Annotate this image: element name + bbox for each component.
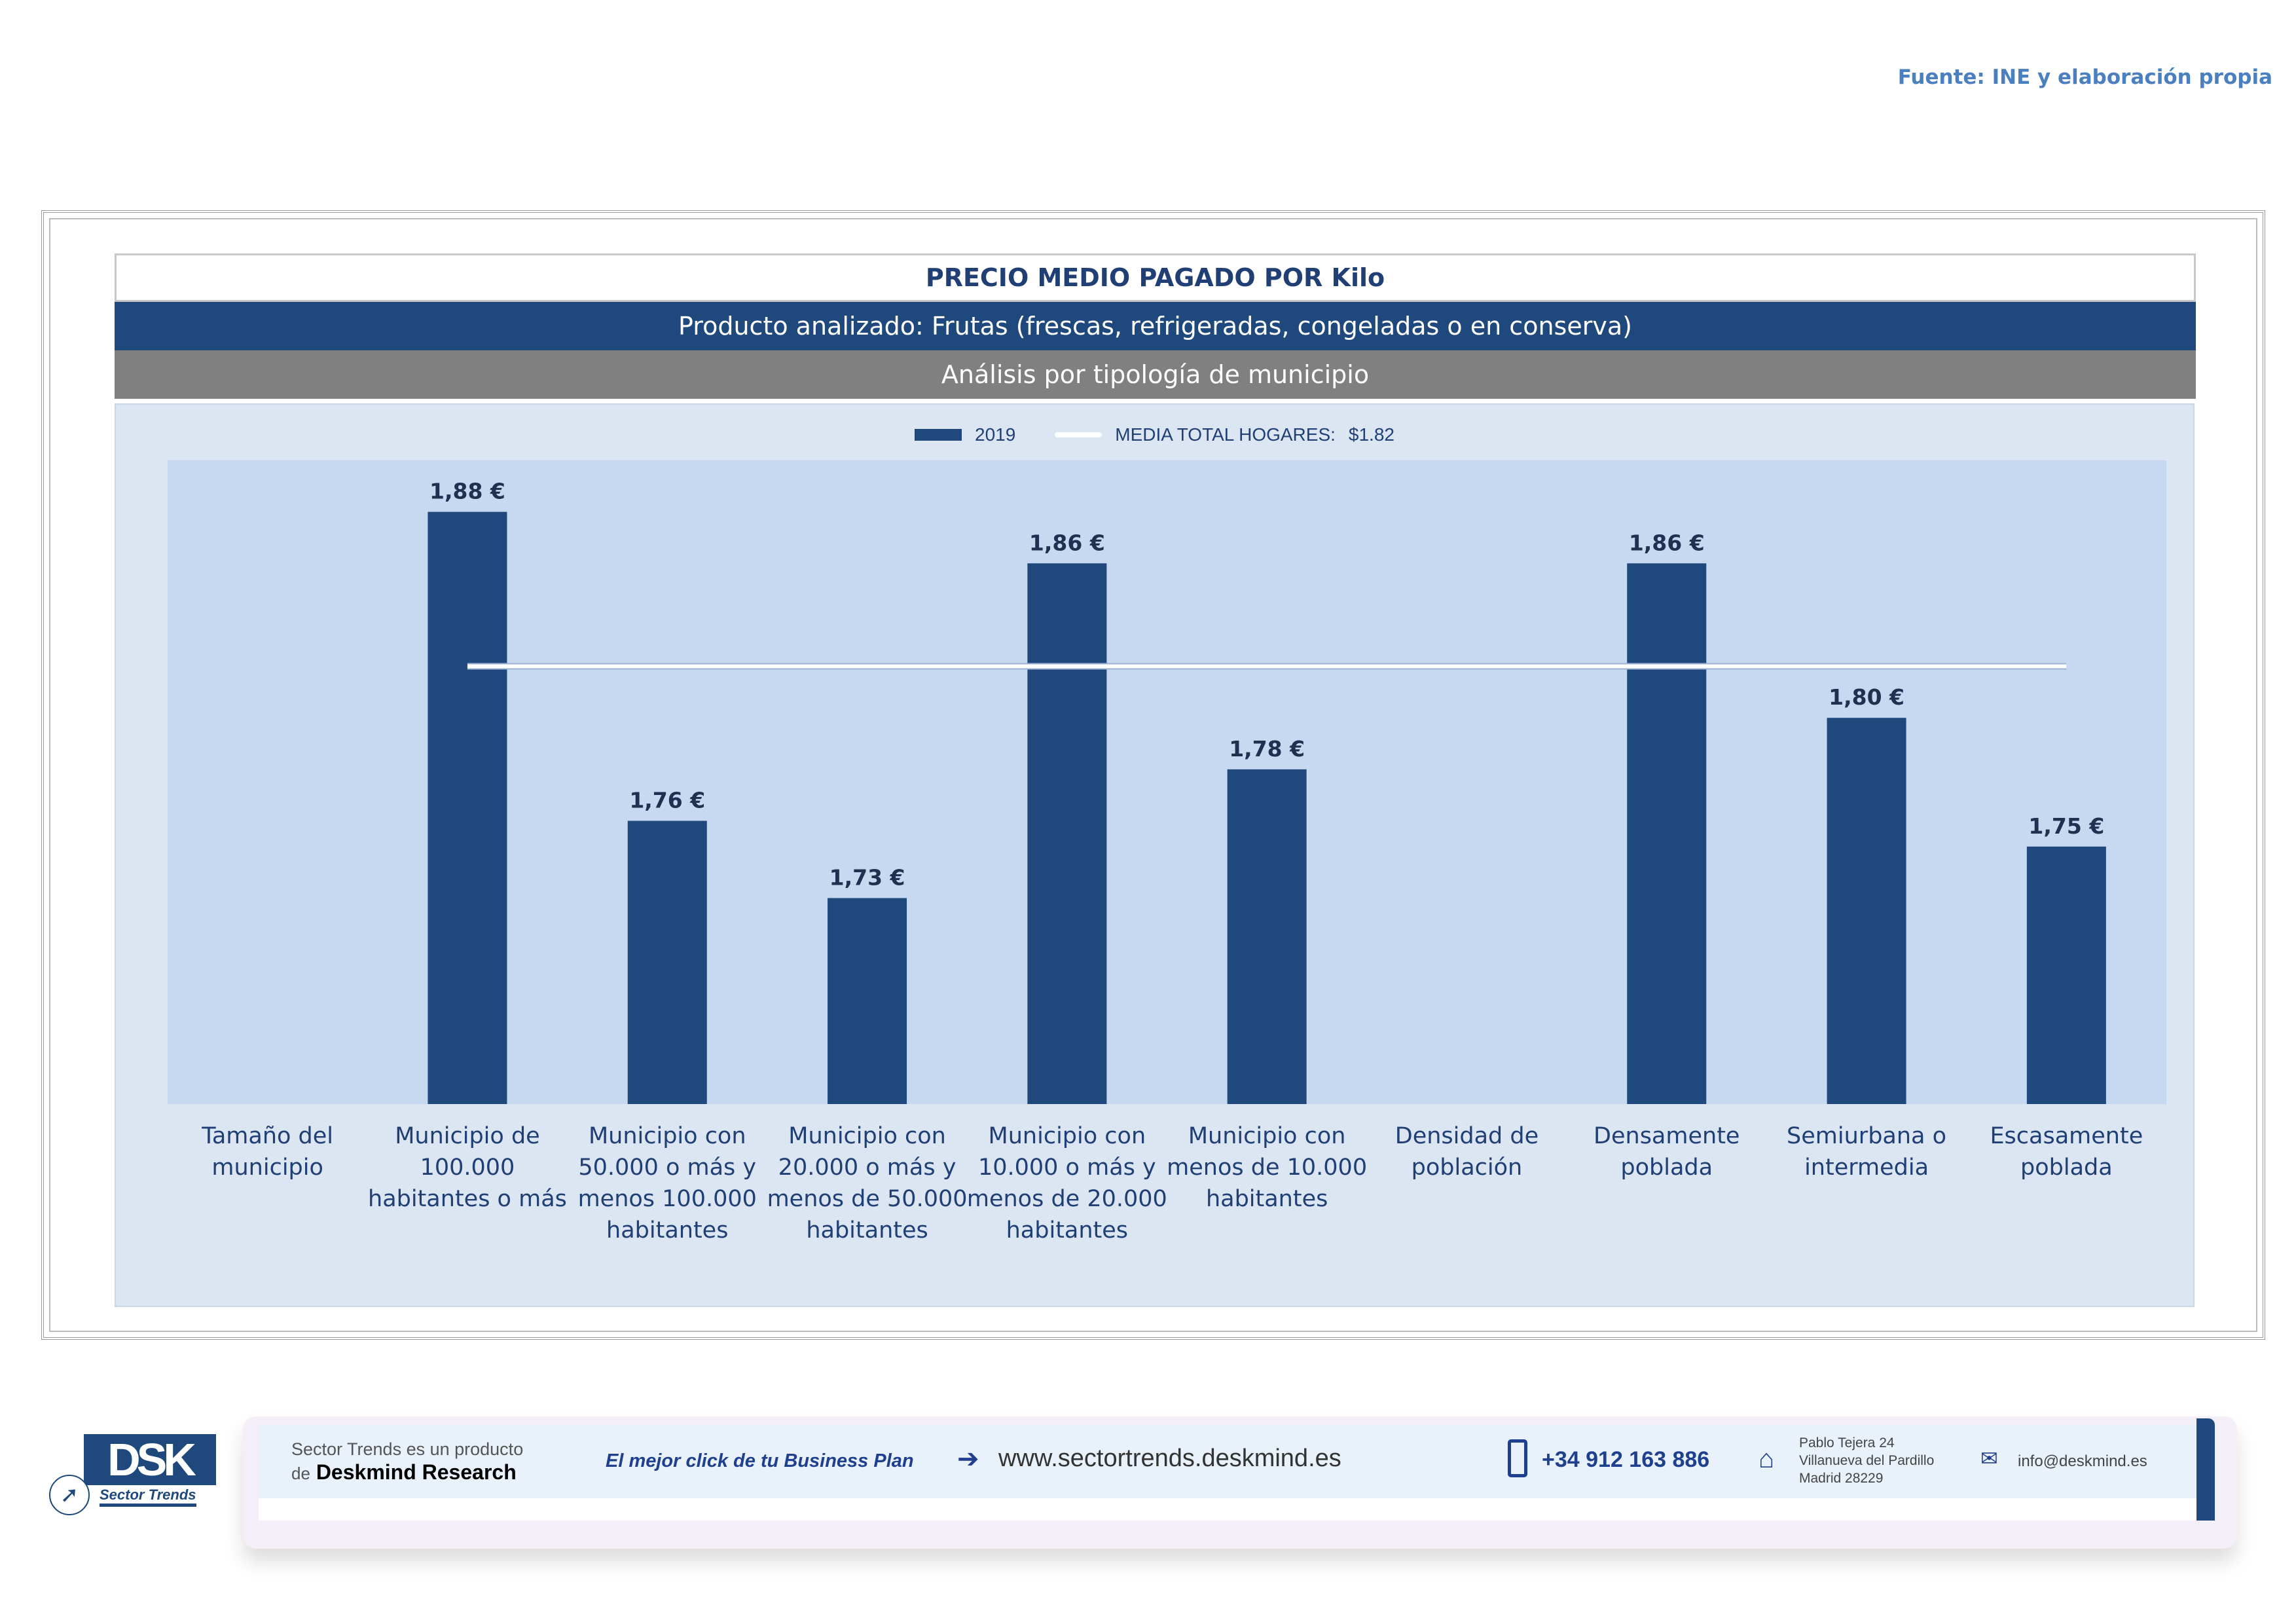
bar xyxy=(1227,769,1307,1104)
legend-swatch-mean xyxy=(1055,432,1102,437)
bar-chart: Tamaño del municipio 1,88 € Municipio de 100… xyxy=(168,460,2166,1244)
legend-label-2019: 2019 xyxy=(975,424,1016,445)
bar xyxy=(2026,846,2106,1104)
phone-icon xyxy=(1508,1439,1527,1477)
x-tick-label: Densamente poblada xyxy=(1594,1123,1740,1181)
footer-band xyxy=(259,1425,2196,1498)
data-label: 1,86 € xyxy=(1629,530,1705,555)
bar xyxy=(1827,718,1906,1104)
chart-title: PRECIO MEDIO PAGADO POR Kilo xyxy=(115,253,2196,302)
data-label: 1,88 € xyxy=(429,479,505,504)
legend: 2019 MEDIA TOTAL HOGARES: $1.82 xyxy=(116,424,2193,445)
x-tick-label: Municipio con menos de 10.000 habitantes xyxy=(1167,1123,1367,1212)
product-banner: Producto analizado: Frutas (frescas, ref… xyxy=(115,302,2196,350)
x-tick-label: Municipio con 20.000 o más y menos de 50.0… xyxy=(767,1123,968,1244)
home-icon: ⌂ xyxy=(1758,1445,1775,1473)
login-icon: ➔ xyxy=(957,1445,979,1473)
slogan: El mejor click de tu Business Plan xyxy=(606,1450,914,1471)
legend-label-mean: MEDIA TOTAL HOGARES: xyxy=(1115,424,1336,445)
website-link[interactable]: www.sectortrends.deskmind.es xyxy=(998,1445,1341,1472)
data-label: 1,80 € xyxy=(1829,684,1904,710)
x-tick-label: Tamaño del municipio xyxy=(201,1123,333,1181)
chart-frame xyxy=(41,210,2265,1340)
chart-area: 2019 MEDIA TOTAL HOGARES: $1.82 Tamaño d… xyxy=(115,403,2195,1307)
footer-band-edge xyxy=(2196,1418,2215,1521)
x-tick-label: Municipio de 100.000 habitantes o más xyxy=(368,1123,567,1212)
data-label: 1,78 € xyxy=(1229,736,1305,762)
bar xyxy=(1627,563,1707,1104)
bar xyxy=(1027,563,1107,1104)
address-line: Pablo Tejera 24 xyxy=(1799,1435,1895,1450)
analysis-banner: Análisis por tipología de municipio xyxy=(115,350,2196,399)
address-line: Villanueva del Pardillo xyxy=(1799,1453,1935,1468)
data-label: 1,76 € xyxy=(629,787,705,813)
legend-swatch-2019 xyxy=(915,429,962,441)
footer-band-white xyxy=(259,1498,2196,1521)
bar xyxy=(828,898,907,1104)
x-tick-label: Densidad de población xyxy=(1395,1123,1539,1181)
tagline-1: Sector Trends es un producto xyxy=(291,1439,524,1459)
arrow-icon: ➚ xyxy=(49,1475,90,1515)
bar xyxy=(627,821,707,1104)
mail-icon: ✉ xyxy=(1980,1447,1998,1470)
legend-value-mean: $1.82 xyxy=(1348,424,1394,445)
bar xyxy=(428,511,507,1104)
x-tick-label: Municipio con 50.000 o más y menos 100.000… xyxy=(578,1123,757,1244)
phone-number: +34 912 163 886 xyxy=(1542,1447,1710,1472)
tagline-prefix: de xyxy=(291,1464,310,1483)
tagline-brand: Deskmind Research xyxy=(316,1460,517,1484)
data-label: 1,86 € xyxy=(1029,530,1105,555)
data-label: 1,73 € xyxy=(829,864,905,890)
x-tick-label: Municipio con 10.000 o más y menos de 20.0… xyxy=(967,1123,1167,1244)
source-note: Fuente: INE y elaboración propia xyxy=(1897,65,2272,89)
dsk-logo: DSK ➚ Sector Trends xyxy=(49,1434,216,1515)
x-tick-label: Escasamente poblada xyxy=(1990,1123,2143,1181)
email-link[interactable]: info@deskmind.es xyxy=(2018,1452,2147,1470)
data-label: 1,75 € xyxy=(2028,813,2104,839)
x-tick-label: Semiurbana o intermedia xyxy=(1787,1123,1946,1181)
address-line: Madrid 28229 xyxy=(1799,1471,1884,1486)
